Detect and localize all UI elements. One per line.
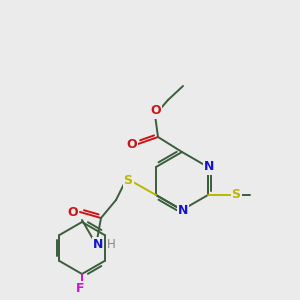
Text: N: N	[204, 160, 214, 173]
Text: O: O	[151, 104, 161, 118]
Text: F: F	[76, 281, 84, 295]
Text: O: O	[127, 137, 137, 151]
Text: H: H	[106, 238, 116, 250]
Text: N: N	[93, 238, 103, 250]
Text: S: S	[124, 173, 133, 187]
Text: N: N	[178, 203, 188, 217]
Text: O: O	[68, 206, 78, 218]
Text: S: S	[232, 188, 241, 202]
